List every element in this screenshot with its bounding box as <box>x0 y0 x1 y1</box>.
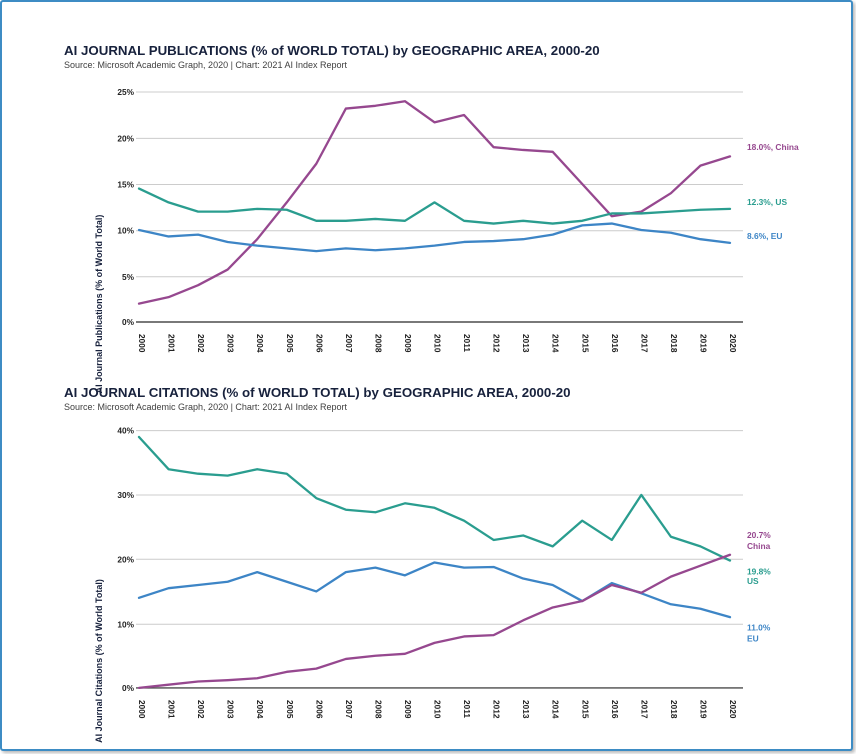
svg-text:China: China <box>747 541 771 551</box>
svg-text:2015: 2015 <box>580 334 590 353</box>
svg-text:US: US <box>747 576 759 586</box>
svg-text:10%: 10% <box>117 226 134 236</box>
svg-text:2010: 2010 <box>433 334 443 353</box>
svg-text:20%: 20% <box>117 133 134 143</box>
svg-text:25%: 25% <box>117 87 134 97</box>
svg-text:2019: 2019 <box>698 700 708 719</box>
svg-text:5%: 5% <box>122 272 135 282</box>
svg-text:2003: 2003 <box>226 700 236 719</box>
svg-text:40%: 40% <box>117 426 134 436</box>
svg-text:12.3%, US: 12.3%, US <box>747 197 787 207</box>
svg-text:2012: 2012 <box>492 334 502 353</box>
svg-text:2004: 2004 <box>255 334 265 353</box>
svg-text:2005: 2005 <box>285 700 295 719</box>
svg-text:2008: 2008 <box>373 334 383 353</box>
svg-text:2013: 2013 <box>521 334 531 353</box>
svg-text:2002: 2002 <box>196 334 206 353</box>
svg-text:19.8%: 19.8% <box>747 566 771 576</box>
svg-text:2017: 2017 <box>639 334 649 353</box>
svg-text:2011: 2011 <box>462 700 472 718</box>
svg-text:2006: 2006 <box>314 334 324 353</box>
svg-text:2014: 2014 <box>551 700 561 719</box>
svg-text:2016: 2016 <box>610 700 620 719</box>
svg-text:2014: 2014 <box>551 334 561 353</box>
svg-text:18.0%, China: 18.0%, China <box>747 142 799 152</box>
svg-text:2005: 2005 <box>285 334 295 353</box>
svg-text:2009: 2009 <box>403 334 413 353</box>
svg-text:2019: 2019 <box>698 334 708 353</box>
svg-text:2010: 2010 <box>433 700 443 719</box>
svg-text:2006: 2006 <box>314 700 324 719</box>
svg-text:30%: 30% <box>117 490 134 500</box>
svg-text:2013: 2013 <box>521 700 531 719</box>
svg-text:AI Journal Publications (% of: AI Journal Publications (% of World Tota… <box>94 215 104 394</box>
svg-text:2007: 2007 <box>344 700 354 719</box>
svg-text:2007: 2007 <box>344 334 354 353</box>
svg-text:2012: 2012 <box>492 700 502 719</box>
svg-text:2004: 2004 <box>255 700 265 719</box>
svg-text:20.7%: 20.7% <box>747 530 771 540</box>
svg-text:2001: 2001 <box>167 700 177 719</box>
svg-text:2011: 2011 <box>462 334 472 352</box>
svg-text:2020: 2020 <box>728 700 738 719</box>
svg-text:EU: EU <box>747 633 759 643</box>
svg-text:2001: 2001 <box>167 334 177 353</box>
svg-text:2018: 2018 <box>669 700 679 719</box>
svg-text:2020: 2020 <box>728 334 738 353</box>
svg-text:0%: 0% <box>122 683 135 693</box>
svg-text:2002: 2002 <box>196 700 206 719</box>
svg-text:AI Journal Citations (% of Wor: AI Journal Citations (% of World Total) <box>94 579 104 743</box>
svg-text:2017: 2017 <box>639 700 649 719</box>
svg-text:0%: 0% <box>122 317 135 327</box>
svg-text:2003: 2003 <box>226 334 236 353</box>
svg-text:2000: 2000 <box>137 334 147 353</box>
svg-text:20%: 20% <box>117 554 134 564</box>
svg-text:11.0%: 11.0% <box>747 623 771 633</box>
svg-text:15%: 15% <box>117 180 134 190</box>
svg-text:2015: 2015 <box>580 700 590 719</box>
svg-text:10%: 10% <box>117 619 134 629</box>
svg-text:2008: 2008 <box>373 700 383 719</box>
svg-text:2018: 2018 <box>669 334 679 353</box>
svg-text:2016: 2016 <box>610 334 620 353</box>
svg-text:2009: 2009 <box>403 700 413 719</box>
svg-text:8.6%, EU: 8.6%, EU <box>747 231 782 241</box>
svg-text:2000: 2000 <box>137 700 147 719</box>
